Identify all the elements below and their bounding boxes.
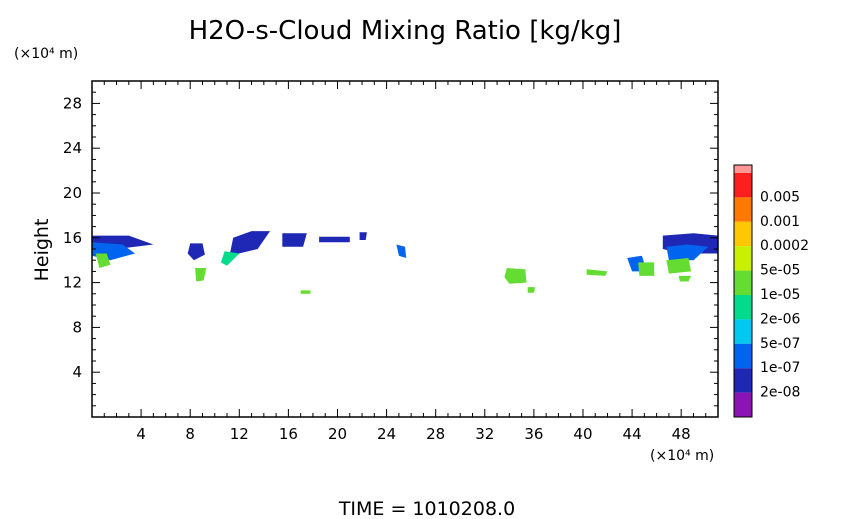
colorbar-frame <box>733 164 753 418</box>
cloud-region-4 <box>195 268 207 282</box>
x-tick-label: 4 <box>136 425 146 443</box>
colorbar-label: 1e-07 <box>760 360 800 376</box>
cloud-region-5 <box>229 231 270 256</box>
y-tick-label: 16 <box>63 229 82 247</box>
cloud-region-19 <box>300 290 311 294</box>
x-tick-label: 16 <box>279 425 298 443</box>
cloud-region-16 <box>666 244 709 261</box>
x-tick-label: 32 <box>475 425 494 443</box>
cloud-region-14 <box>638 262 655 276</box>
x-tick-label: 8 <box>185 425 195 443</box>
y-tick-label: 4 <box>72 363 82 381</box>
x-tick-label: 12 <box>230 425 249 443</box>
colorbar-label: 5e-05 <box>760 263 800 279</box>
colorbar-swatch <box>734 221 752 247</box>
x-tick-label: 28 <box>426 425 445 443</box>
time-footer: TIME = 1010208.0 <box>338 498 515 519</box>
x-tick-label: 36 <box>524 425 543 443</box>
y-axis-unit: (×10⁴ m) <box>14 46 78 62</box>
x-tick-label: 48 <box>672 425 691 443</box>
chart-title: H2O-s-Cloud Mixing Ratio [kg/kg] <box>189 16 622 46</box>
colorbar-label: 5e-07 <box>760 336 800 352</box>
x-tick-label: 20 <box>328 425 347 443</box>
cloud-region-11 <box>504 268 527 284</box>
x-tick-label: 44 <box>623 425 642 443</box>
y-axis-label: Height <box>31 219 53 282</box>
cloud-region-10 <box>396 244 407 258</box>
colorbar-swatch <box>734 368 752 393</box>
cloud-region-3 <box>187 243 205 261</box>
colorbar-label: 1e-05 <box>760 287 800 303</box>
colorbar-swatch <box>734 295 752 320</box>
colorbar-swatch <box>734 392 752 417</box>
cloud-region-12 <box>586 269 608 276</box>
y-tick-label: 12 <box>63 274 82 292</box>
x-tick-label: 24 <box>377 425 396 443</box>
cloud-region-7 <box>282 233 307 247</box>
colorbar-swatch <box>734 319 752 344</box>
y-tick-label: 20 <box>63 184 82 202</box>
cloud-region-20 <box>527 287 536 293</box>
colorbar-top-swatch <box>734 165 752 173</box>
x-axis-unit: (×10⁴ m) <box>650 448 714 464</box>
y-tick-label: 24 <box>63 139 82 157</box>
cloud-region-18 <box>678 275 691 282</box>
colorbar-label: 0.001 <box>760 214 800 230</box>
colorbar-label: 2e-08 <box>760 385 800 401</box>
colorbar-label: 0.005 <box>760 189 800 205</box>
y-tick-label: 28 <box>63 94 82 112</box>
plot-regions <box>92 231 718 294</box>
cloud-region-17 <box>666 258 691 274</box>
colorbar-label: 2e-06 <box>760 311 800 327</box>
colorbar-swatch <box>734 246 752 271</box>
colorbar-swatch <box>734 197 752 222</box>
colorbar-swatch <box>734 270 752 295</box>
cloud-region-9 <box>359 232 367 240</box>
y-tick-label: 8 <box>72 318 82 336</box>
cloud-region-8 <box>319 236 350 243</box>
colorbar-swatch <box>734 173 752 198</box>
colorbar: 0.005 0.001 0.0002 5e-05 1e-05 2e-06 5e-07 1e-0… <box>733 164 809 418</box>
x-tick-label: 40 <box>573 425 592 443</box>
cloud-region-2 <box>95 253 111 268</box>
cloud-region-6 <box>220 251 240 266</box>
colorbar-label: 0.0002 <box>760 238 809 254</box>
colorbar-swatch <box>734 343 752 369</box>
